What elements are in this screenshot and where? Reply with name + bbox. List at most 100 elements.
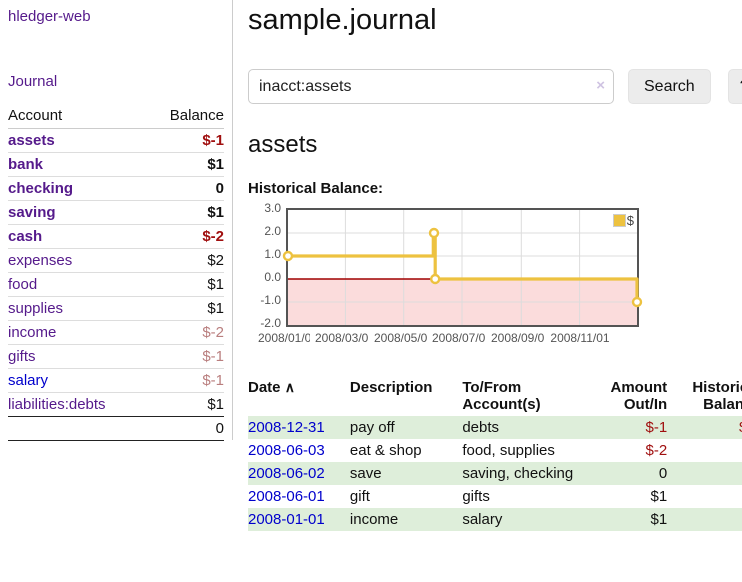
transaction-balance: $2	[667, 462, 742, 485]
data-point-marker	[429, 273, 441, 285]
transaction-balance: 0	[667, 439, 742, 462]
account-row: saving $1	[8, 200, 224, 225]
register-header-date[interactable]: Date ∧	[248, 376, 350, 416]
account-balance: $-1	[146, 128, 224, 153]
legend-label: $	[626, 213, 634, 228]
account-link-checking[interactable]: checking	[8, 180, 74, 197]
date-header-label: Date	[248, 379, 281, 396]
x-tick-label: 2008/03/01	[310, 331, 380, 345]
transaction-amount: $-1	[645, 419, 668, 436]
transaction-description: income	[349, 511, 399, 528]
register-row: 2008-06-03 eat & shop food, supplies $-2…	[248, 439, 742, 462]
account-row: income $-2	[8, 320, 224, 345]
account-link-food[interactable]: food	[8, 276, 38, 293]
x-tick-label: 2008/09/01	[486, 331, 556, 345]
transaction-date-link[interactable]: 2008-01-01	[248, 511, 325, 528]
account-row: bank $1	[8, 152, 224, 177]
search-bar: × Search ?	[248, 69, 742, 104]
y-tick-label: 3.0	[264, 201, 281, 215]
transaction-date-link[interactable]: 2008-06-01	[248, 488, 325, 505]
search-field-wrap: ×	[248, 69, 614, 104]
account-balance: $-1	[146, 368, 224, 393]
transaction-description: pay off	[349, 419, 395, 436]
account-balance: $1	[146, 152, 224, 177]
page-title: sample.journal	[248, 4, 437, 36]
y-tick-label: -1.0	[260, 293, 281, 307]
account-balance: 0	[146, 176, 224, 201]
transaction-balance: $-1	[667, 416, 742, 439]
accounts-header-balance: Balance	[146, 104, 224, 129]
transaction-amount: $1	[650, 488, 668, 505]
transaction-balance: $1	[667, 508, 742, 531]
account-row: food $1	[8, 272, 224, 297]
x-tick-label: 2008/05/01	[369, 331, 439, 345]
y-tick-label: 2.0	[264, 224, 281, 238]
transaction-accounts: debts	[462, 419, 500, 436]
account-link-salary[interactable]: salary	[8, 372, 49, 389]
account-row: supplies $1	[8, 296, 224, 321]
register-header-balance: Historical Balance	[692, 379, 742, 413]
account-row: liabilities:debts $1	[8, 392, 224, 417]
account-balance: $1	[146, 392, 224, 417]
account-link-saving[interactable]: saving	[8, 204, 56, 221]
data-point-marker	[631, 296, 643, 308]
help-button[interactable]: ?	[727, 69, 742, 104]
account-row: checking 0	[8, 176, 224, 201]
account-link-assets[interactable]: assets	[8, 132, 55, 149]
data-point-marker	[428, 227, 440, 239]
clear-search-icon[interactable]: ×	[596, 77, 605, 94]
x-tick-label: 2008/11/01	[545, 331, 615, 345]
account-row: cash $-2	[8, 224, 224, 249]
register-table: Date ∧ Description To/From Account(s) Am…	[248, 376, 742, 531]
app-brand[interactable]: hledger-web	[8, 8, 91, 25]
y-tick-label: 1.0	[264, 247, 281, 261]
account-link-bank[interactable]: bank	[8, 156, 44, 173]
transaction-date-link[interactable]: 2008-06-03	[248, 442, 325, 459]
account-link-cash[interactable]: cash	[8, 228, 43, 245]
register-row: 2008-06-02 save saving, checking 0 $2	[248, 462, 742, 485]
chart-legend: $	[612, 213, 634, 228]
accounts-header-account: Account	[8, 104, 147, 129]
account-balance: $1	[146, 200, 224, 225]
chart-heading: Historical Balance:	[248, 180, 384, 197]
x-tick-label: 2008/07/01	[427, 331, 497, 345]
transaction-description: gift	[349, 488, 370, 505]
register-header-description: Description	[349, 379, 433, 396]
accounts-total-row: 0	[8, 416, 224, 441]
account-row: salary $-1	[8, 368, 224, 393]
account-row: gifts $-1	[8, 344, 224, 369]
account-balance: $1	[146, 296, 224, 321]
x-tick-label: 2008/01/01	[253, 331, 323, 345]
main-content: sample.journal × Search ? assets Histori…	[233, 0, 742, 531]
register-row: 2008-01-01 income salary $1 $1	[248, 508, 742, 531]
register-row: 2008-12-31 pay off debts $-1 $-1	[248, 416, 742, 439]
hledger-web-app: hledger-web Journal Account Balance asse…	[8, 0, 742, 531]
account-balance: $2	[146, 248, 224, 273]
historical-balance-chart: 3.0 2.0 1.0 0.0 -1.0 -2.0	[248, 201, 742, 352]
account-balance: $-2	[146, 320, 224, 345]
chart-plot-area: $	[282, 208, 643, 327]
sidebar-item-journal[interactable]: Journal	[8, 73, 58, 90]
transaction-accounts: saving, checking	[462, 465, 574, 482]
account-link-expenses[interactable]: expenses	[8, 252, 73, 269]
accounts-balance-table: Account Balance assets $-1 bank $1 checkin…	[8, 104, 224, 441]
transaction-accounts: salary	[462, 511, 503, 528]
account-link-liabilities-debts[interactable]: liabilities:debts	[8, 396, 106, 413]
data-point-marker	[282, 250, 294, 262]
search-button[interactable]: Search	[628, 69, 711, 104]
legend-swatch-icon	[612, 214, 626, 227]
sort-ascending-icon: ∧	[284, 379, 295, 395]
transaction-description: eat & shop	[349, 442, 422, 459]
transaction-description: save	[349, 465, 382, 482]
transaction-accounts: food, supplies	[462, 442, 555, 459]
transaction-amount: $1	[650, 511, 668, 528]
transaction-date-link[interactable]: 2008-12-31	[248, 419, 325, 436]
account-link-gifts[interactable]: gifts	[8, 348, 36, 365]
y-tick-label: 0.0	[264, 270, 281, 284]
account-link-supplies[interactable]: supplies	[8, 300, 64, 317]
transaction-date-link[interactable]: 2008-06-02	[248, 465, 325, 482]
search-input[interactable]	[248, 69, 614, 104]
account-link-income[interactable]: income	[8, 324, 57, 341]
account-balance: $1	[146, 272, 224, 297]
accounts-total-value: 0	[146, 416, 224, 441]
